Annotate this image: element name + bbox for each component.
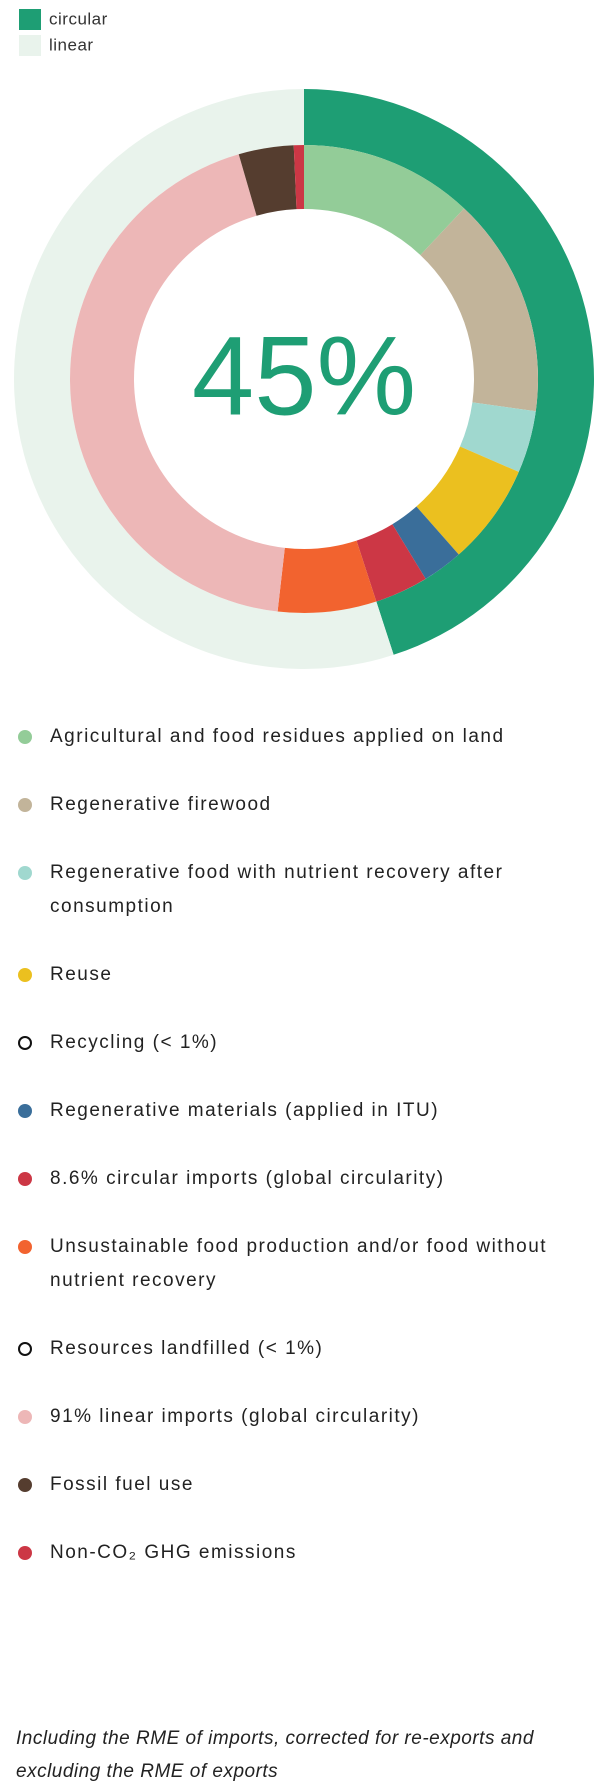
legend-swatch	[19, 35, 41, 56]
legend-item: Regenerative firewood	[18, 788, 593, 822]
outer-segment	[304, 89, 594, 655]
inner-segment	[356, 524, 426, 602]
legend-marker	[18, 866, 32, 880]
chart: circular linear 45%	[14, 9, 594, 669]
legend-item: Non-CO₂ GHG emissions	[18, 1536, 593, 1570]
legend-label: Resources landfilled (< 1%)	[50, 1338, 324, 1359]
legend-label: Recycling (< 1%)	[50, 1032, 219, 1053]
inner-segment	[277, 540, 377, 614]
legend-item: Reuse	[18, 958, 593, 992]
inner-segment	[420, 208, 538, 412]
legend-label: Unsustainable food production and/or foo…	[50, 1236, 548, 1291]
legend-swatch	[19, 9, 41, 30]
inner-segment	[392, 506, 459, 579]
legend-item: Fossil fuel use	[18, 1468, 593, 1502]
center-label: 45%	[192, 314, 416, 439]
outer-segment	[14, 89, 394, 669]
inner-segment	[304, 145, 465, 256]
legend-item: Resources landfilled (< 1%)	[18, 1332, 593, 1366]
legend-label: Regenerative materials (applied in ITU)	[50, 1100, 440, 1121]
legend-marker	[18, 1342, 32, 1356]
legend-item: 8.6% circular imports (global circularit…	[18, 1162, 593, 1196]
legend-item: 91% linear imports (global circularity)	[18, 1400, 593, 1434]
legend: Agricultural and food residues applied o…	[18, 720, 593, 1604]
legend-label: Fossil fuel use	[50, 1474, 194, 1495]
legend-item: Recycling (< 1%)	[18, 1026, 593, 1060]
legend-label: Reuse	[50, 964, 113, 985]
footnote: Including the RME of imports, corrected …	[16, 1728, 534, 1782]
legend-label: Non-CO₂ GHG emissions	[50, 1542, 297, 1563]
inner-segment	[69, 154, 285, 612]
legend-marker	[18, 1240, 32, 1254]
legend-marker	[18, 1478, 32, 1492]
legend-item: Regenerative food with nutrient recovery…	[18, 856, 593, 924]
inner-segment	[238, 145, 297, 216]
legend-marker	[18, 968, 32, 982]
legend-marker	[18, 1410, 32, 1424]
legend-marker	[18, 730, 32, 744]
inner-segment	[293, 145, 304, 210]
legend-item: Agricultural and food residues applied o…	[18, 720, 593, 754]
legend-item: Unsustainable food production and/or foo…	[18, 1230, 593, 1298]
legend-marker	[18, 1172, 32, 1186]
legend-item: Regenerative materials (applied in ITU)	[18, 1094, 593, 1128]
inner-segment	[416, 446, 519, 555]
legend-marker	[18, 798, 32, 812]
legend-label: Regenerative food with nutrient recovery…	[50, 862, 504, 917]
legend-label: circular	[49, 9, 108, 28]
legend-label: 91% linear imports (global circularity)	[50, 1406, 420, 1427]
inner-segment	[460, 402, 536, 472]
legend-marker	[18, 1036, 32, 1050]
legend-marker	[18, 1546, 32, 1560]
legend-label: 8.6% circular imports (global circularit…	[50, 1168, 445, 1189]
legend-marker	[18, 1104, 32, 1118]
legend-label: Regenerative firewood	[50, 794, 272, 815]
legend-label: Agricultural and food residues applied o…	[50, 726, 505, 747]
legend-label: linear	[49, 35, 94, 54]
